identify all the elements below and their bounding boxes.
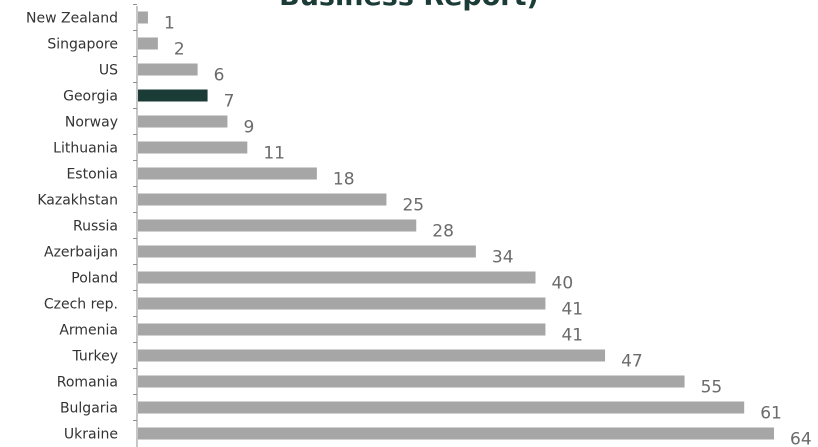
category-label-armenia: Armenia xyxy=(59,323,118,339)
bar-kazakhstan xyxy=(138,193,387,206)
bar-us xyxy=(138,63,198,76)
bar-ukraine xyxy=(138,427,774,440)
bar-norway xyxy=(138,115,228,128)
value-label-georgia: 7 xyxy=(224,92,235,112)
category-label-kazakhstan: Kazakhstan xyxy=(37,193,118,209)
category-label-lithuania: Lithuania xyxy=(53,141,118,157)
category-label-new-zealand: New Zealand xyxy=(26,11,118,27)
bar-bulgaria xyxy=(138,401,745,414)
plot-area: New Zealand 1 Singapore 2 US 6 Georgia 7 Norway 9… xyxy=(26,4,812,447)
bar-singapore xyxy=(138,37,158,50)
value-label-turkey: 47 xyxy=(621,352,643,372)
category-label-estonia: Estonia xyxy=(66,167,118,183)
bar-azerbaijan xyxy=(138,245,476,258)
bar-czech-rep xyxy=(138,297,546,310)
value-label-poland: 40 xyxy=(552,274,574,294)
category-label-norway: Norway xyxy=(65,115,118,131)
category-label-turkey: Turkey xyxy=(71,349,118,365)
category-label-russia: Russia xyxy=(73,219,118,235)
bar-armenia xyxy=(138,323,546,336)
bar-russia xyxy=(138,219,417,232)
value-label-estonia: 18 xyxy=(333,170,355,190)
bar-poland xyxy=(138,271,536,284)
category-label-georgia: Georgia xyxy=(63,89,118,105)
value-label-singapore: 2 xyxy=(174,40,185,60)
category-label-poland: Poland xyxy=(71,271,118,287)
bar-new-zealand xyxy=(138,11,148,24)
value-label-us: 6 xyxy=(214,66,225,86)
value-label-lithuania: 11 xyxy=(263,144,285,164)
value-label-bulgaria: 61 xyxy=(760,404,782,424)
value-label-czech-rep: 41 xyxy=(561,300,583,320)
bar-estonia xyxy=(138,167,317,180)
category-label-azerbaijan: Azerbaijan xyxy=(44,245,118,261)
value-label-romania: 55 xyxy=(701,378,723,398)
value-label-russia: 28 xyxy=(432,222,454,242)
category-label-czech-rep: Czech rep. xyxy=(44,297,118,313)
category-label-bulgaria: Bulgaria xyxy=(60,401,118,417)
category-label-us: US xyxy=(99,63,118,79)
value-label-kazakhstan: 25 xyxy=(402,196,424,216)
bar-lithuania xyxy=(138,141,248,154)
bar-turkey xyxy=(138,349,606,362)
value-label-norway: 9 xyxy=(243,118,254,138)
bar-romania xyxy=(138,375,685,388)
category-label-singapore: Singapore xyxy=(47,37,118,53)
category-label-romania: Romania xyxy=(57,375,118,391)
value-label-armenia: 41 xyxy=(561,326,583,346)
bar-georgia xyxy=(138,89,208,102)
category-label-ukraine: Ukraine xyxy=(64,427,118,443)
value-label-ukraine: 64 xyxy=(790,430,812,447)
chart-title: Business Report) xyxy=(0,0,818,13)
value-label-azerbaijan: 34 xyxy=(492,248,514,268)
value-label-new-zealand: 1 xyxy=(164,14,175,34)
